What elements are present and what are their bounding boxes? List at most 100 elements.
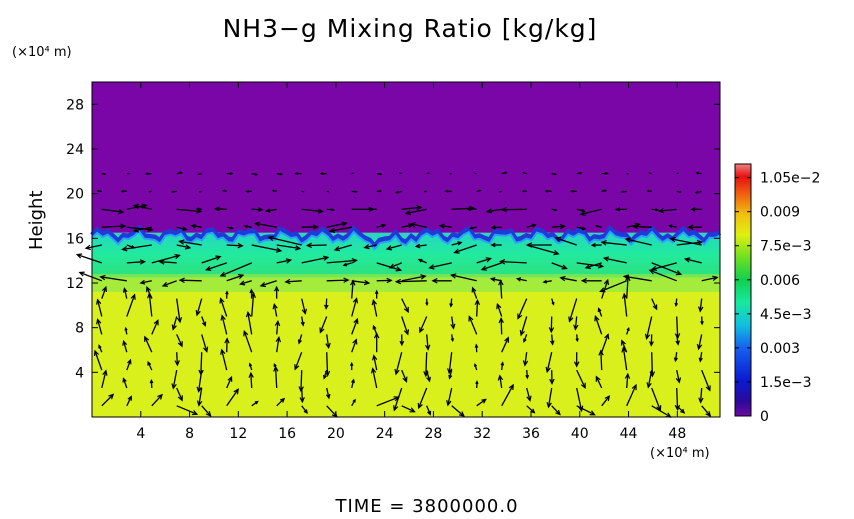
colorbar-tick-label: 7.5e−3: [760, 239, 812, 255]
velocity-arrow: [446, 387, 453, 407]
velocity-arrow: [99, 274, 127, 282]
velocity-arrow: [476, 257, 492, 264]
velocity-arrow: [651, 262, 683, 276]
velocity-arrow: [325, 387, 331, 400]
vector-field: [75, 171, 719, 418]
velocity-arrow: [674, 387, 681, 412]
velocity-arrow: [576, 171, 583, 175]
velocity-arrow: [700, 316, 704, 326]
interface-edge: [91, 230, 721, 251]
velocity-arrow: [683, 257, 702, 264]
velocity-arrow: [667, 224, 677, 228]
velocity-arrow: [450, 273, 477, 282]
velocity-arrow: [245, 311, 253, 335]
velocity-arrow: [305, 242, 327, 249]
velocity-arrow: [476, 398, 487, 407]
velocity-arrow: [243, 330, 253, 353]
velocity-arrow: [551, 208, 558, 212]
velocity-arrow: [274, 285, 280, 299]
velocity-arrow: [284, 278, 302, 285]
velocity-arrow: [376, 172, 383, 176]
velocity-arrow: [197, 172, 202, 176]
velocity-arrow: [374, 289, 379, 299]
velocity-arrow: [602, 256, 627, 264]
velocity-arrow: [78, 271, 103, 282]
velocity-arrow: [424, 334, 431, 351]
velocity-arrow: [101, 172, 107, 176]
velocity-arrow: [221, 189, 227, 193]
velocity-arrow: [101, 285, 107, 299]
velocity-arrow: [426, 405, 432, 416]
velocity-arrow: [551, 172, 558, 176]
velocity-arrow: [319, 316, 328, 334]
velocity-arrow: [120, 189, 127, 193]
velocity-arrow: [147, 360, 153, 371]
velocity-arrow: [93, 349, 103, 371]
velocity-arrow: [584, 262, 602, 270]
velocity-arrow: [522, 352, 529, 367]
velocity-arrow: [196, 387, 203, 407]
velocity-arrow: [419, 316, 428, 334]
x-tick-label: 4: [136, 426, 145, 442]
velocity-arrow: [151, 393, 163, 407]
velocity-arrow: [248, 362, 253, 371]
velocity-arrow: [126, 395, 132, 407]
velocity-arrow: [601, 189, 608, 193]
velocity-arrow: [597, 307, 603, 317]
velocity-arrow: [122, 339, 128, 353]
velocity-arrow: [451, 405, 465, 418]
velocity-arrow: [101, 369, 108, 389]
velocity-arrow: [324, 298, 329, 310]
velocity-arrow: [84, 244, 102, 251]
velocity-arrow: [496, 302, 503, 317]
velocity-arrow: [517, 298, 528, 320]
velocity-arrow: [301, 224, 319, 230]
velocity-arrow: [480, 262, 502, 271]
velocity-arrow: [376, 262, 403, 272]
velocity-arrow: [594, 224, 602, 228]
velocity-arrow: [423, 352, 429, 378]
velocity-arrow: [669, 236, 702, 246]
velocity-arrow: [98, 344, 103, 353]
velocity-arrow: [546, 387, 553, 409]
velocity-arrow: [698, 352, 703, 363]
velocity-arrow: [176, 334, 183, 348]
velocity-arrow: [398, 172, 402, 175]
velocity-arrow: [551, 405, 561, 416]
velocity-arrow: [620, 339, 628, 353]
velocity-arrow: [594, 314, 603, 335]
velocity-arrow: [297, 334, 303, 345]
velocity-arrow: [498, 317, 504, 335]
velocity-arrow: [226, 388, 239, 407]
velocity-arrow: [274, 319, 281, 335]
velocity-arrow: [239, 280, 252, 286]
velocity-arrow: [522, 171, 527, 175]
velocity-arrow: [96, 298, 103, 317]
layer-upper: [92, 82, 720, 233]
velocity-arrow: [428, 262, 452, 270]
velocity-arrow: [144, 172, 152, 176]
velocity-arrow: [674, 298, 679, 308]
velocity-arrow: [579, 208, 602, 217]
velocity-arrow: [265, 208, 277, 213]
velocity-arrow: [276, 244, 302, 251]
velocity-arrow: [326, 221, 348, 228]
colorbar-tick-label: 0: [760, 409, 769, 425]
velocity-arrow: [595, 375, 603, 389]
velocity-arrow: [171, 316, 178, 331]
velocity-arrow: [651, 387, 662, 412]
velocity-arrow: [326, 258, 358, 264]
velocity-arrow: [444, 189, 452, 193]
velocity-arrow: [497, 374, 504, 389]
velocity-arrow: [251, 172, 259, 176]
velocity-arrow: [126, 358, 132, 371]
velocity-arrow: [151, 253, 181, 264]
velocity-arrow: [687, 224, 702, 230]
velocity-arrow: [698, 298, 704, 313]
velocity-arrow: [126, 293, 136, 317]
velocity-arrow: [376, 277, 393, 284]
velocity-arrow: [525, 242, 552, 248]
velocity-arrow: [519, 316, 528, 337]
velocity-arrow: [178, 239, 202, 246]
velocity-arrow: [333, 244, 352, 252]
